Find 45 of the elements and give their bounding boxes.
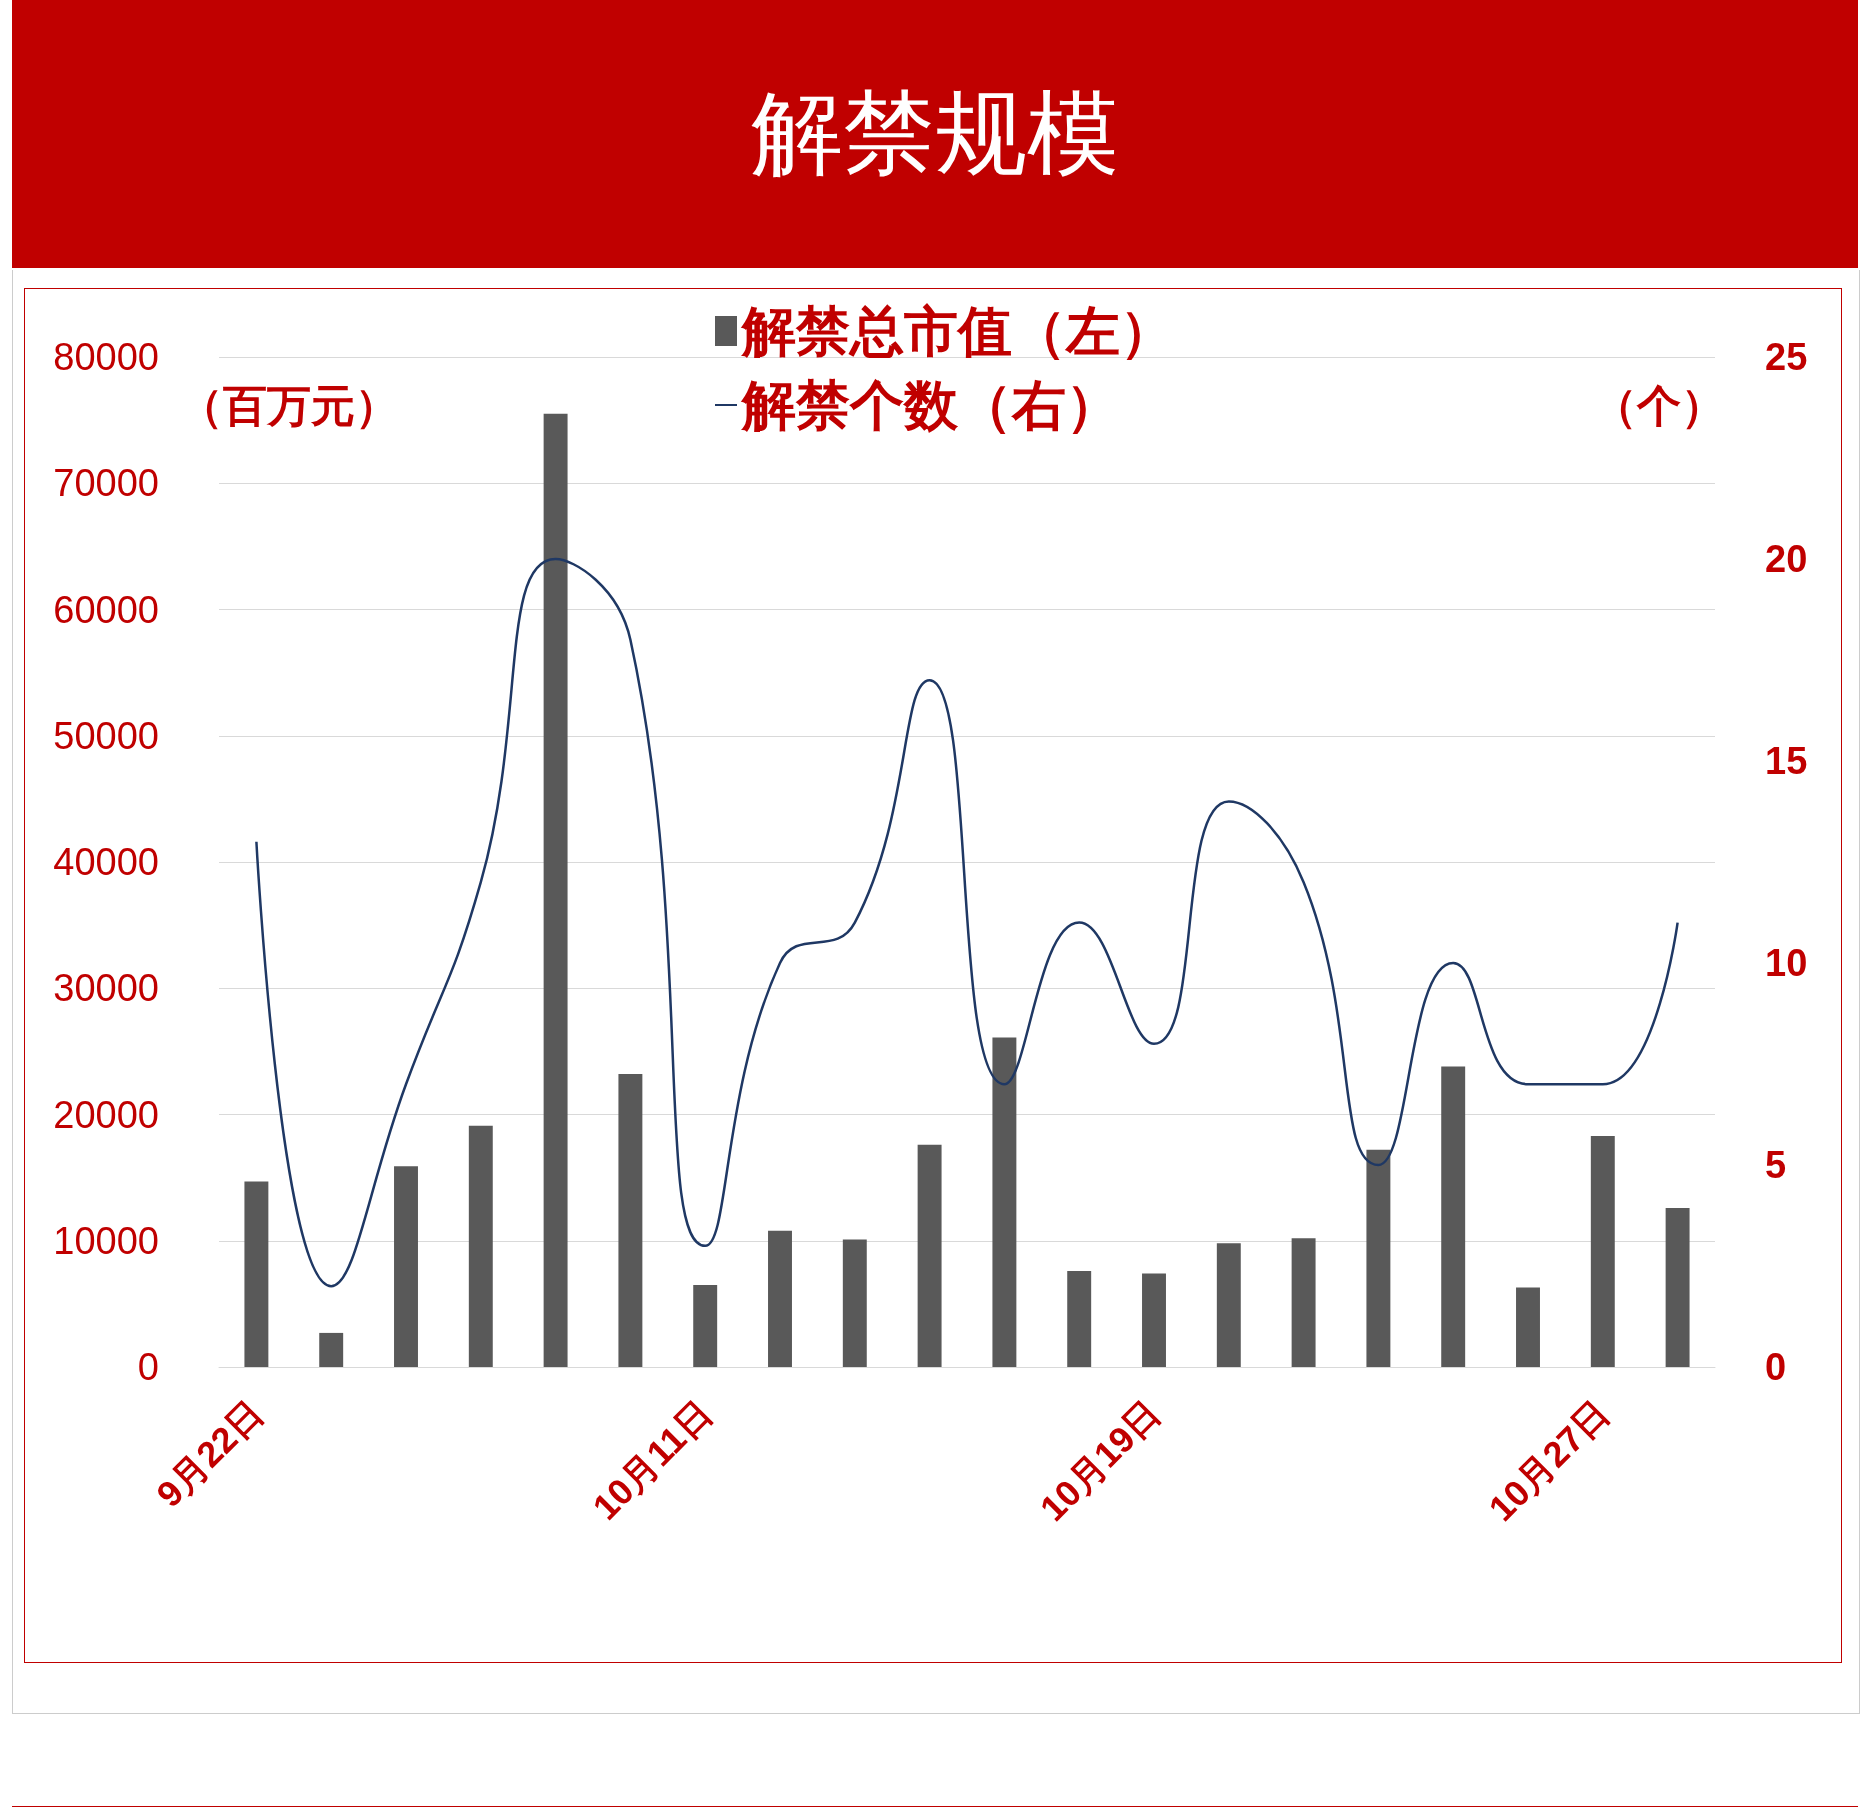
y2-axis-title: （个） xyxy=(1593,380,1725,430)
bar xyxy=(1067,1271,1092,1367)
y-tick-label: 70000 xyxy=(53,462,159,505)
bar xyxy=(1665,1207,1690,1367)
y-tick-label: 30000 xyxy=(53,967,159,1010)
legend-label: 解禁个数（右） xyxy=(740,375,1120,435)
y-tick-label: 50000 xyxy=(53,714,159,757)
y2-tick-label: 25 xyxy=(1765,336,1808,378)
y2-tick-label: 5 xyxy=(1765,1144,1787,1186)
bar xyxy=(468,1125,493,1367)
bar xyxy=(1216,1243,1241,1367)
y-tick-label: 10000 xyxy=(53,1219,159,1262)
bar xyxy=(1142,1273,1166,1367)
bar xyxy=(1441,1066,1466,1367)
bar xyxy=(768,1230,792,1367)
bar xyxy=(543,413,568,1367)
y-tick-label: 60000 xyxy=(53,588,159,631)
bar xyxy=(1291,1238,1316,1367)
x-tick-label: 10月27日 xyxy=(1480,1392,1618,1530)
y-tick-label: 80000 xyxy=(53,336,159,378)
bar xyxy=(319,1332,344,1367)
y-tick-label: 0 xyxy=(137,1346,159,1388)
chart-title: 解禁规模 xyxy=(12,0,1858,268)
y2-tick-label: 20 xyxy=(1765,538,1808,580)
y2-tick-label: 0 xyxy=(1765,1346,1787,1388)
x-tick-label: 10月19日 xyxy=(1031,1392,1169,1530)
x-tick-label: 9月22日 xyxy=(148,1392,271,1515)
bar xyxy=(842,1239,867,1367)
x-tick-label: 10月11日 xyxy=(584,1392,720,1528)
y-tick-label: 40000 xyxy=(53,841,159,883)
bar xyxy=(244,1181,269,1367)
bar xyxy=(1366,1149,1391,1367)
y-tick-label: 20000 xyxy=(53,1093,159,1136)
bar xyxy=(917,1144,942,1367)
bar xyxy=(394,1166,418,1367)
legend-label: 解禁总市值（左） xyxy=(740,301,1174,361)
bar xyxy=(618,1074,643,1367)
y2-tick-label: 15 xyxy=(1765,740,1808,782)
line-series xyxy=(255,557,1679,1288)
bar xyxy=(1516,1287,1540,1367)
bar xyxy=(693,1284,718,1367)
bar xyxy=(1590,1135,1615,1367)
y-axis-title: （百万元） xyxy=(179,380,399,430)
y2-tick-label: 10 xyxy=(1765,942,1808,984)
bar xyxy=(992,1037,1017,1367)
